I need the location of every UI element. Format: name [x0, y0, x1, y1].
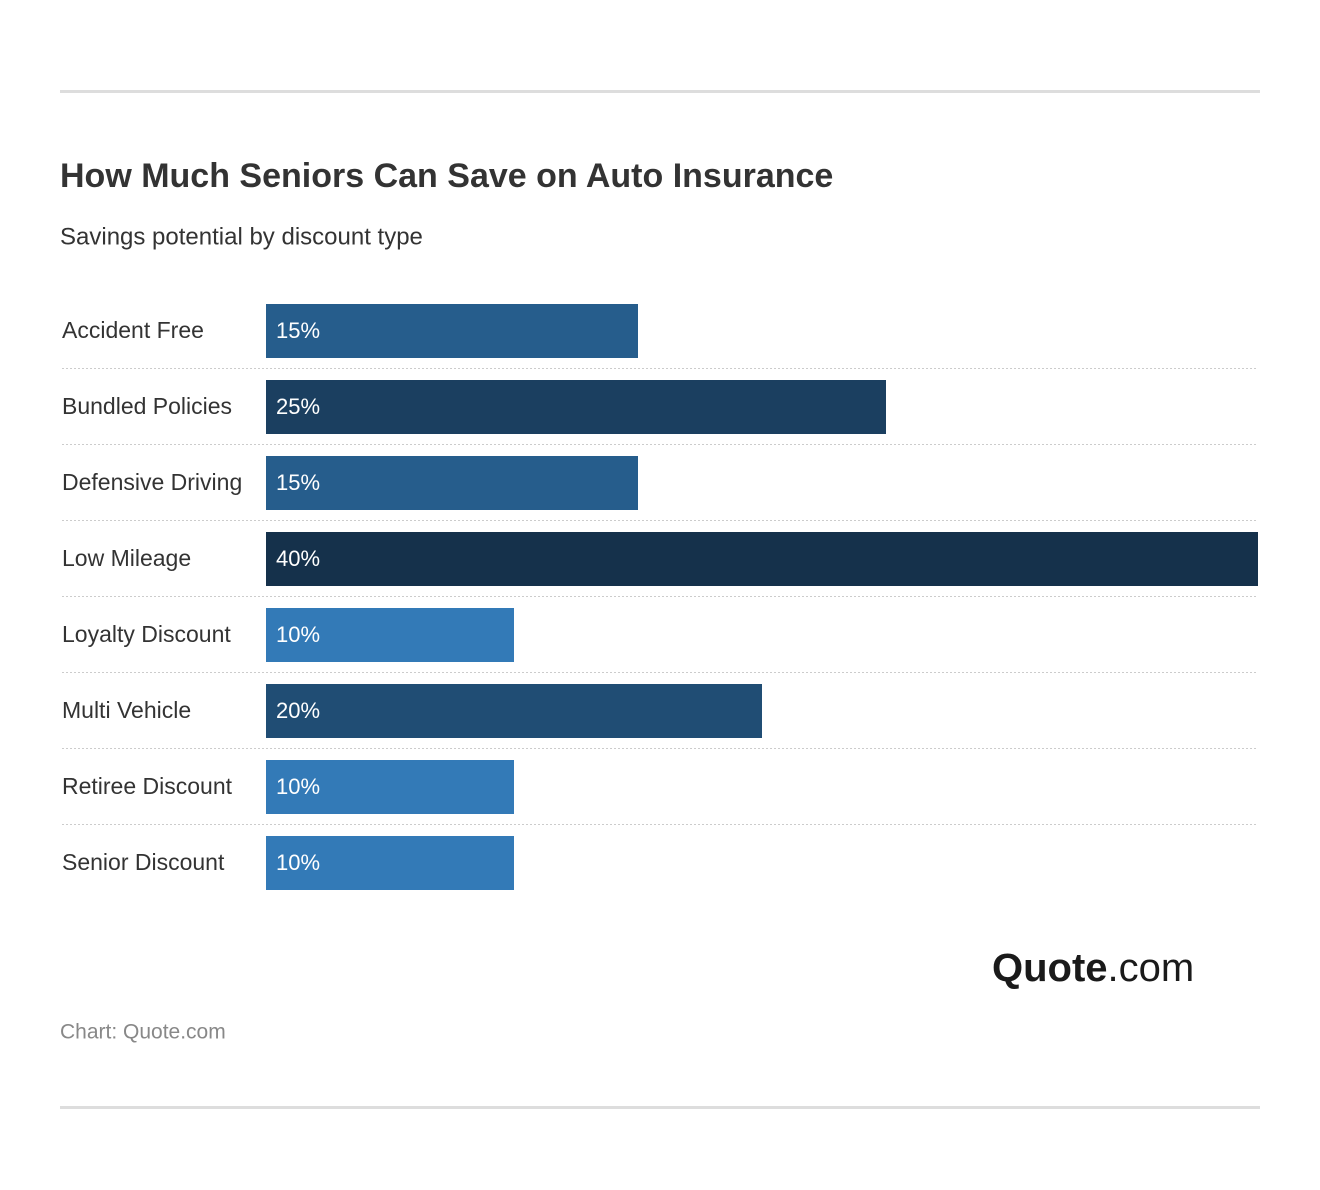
bar	[266, 836, 514, 890]
bar	[266, 456, 638, 510]
category-label: Bundled Policies	[62, 393, 232, 419]
bar	[266, 304, 638, 358]
category-label: Loyalty Discount	[62, 621, 231, 647]
value-label: 15%	[276, 318, 320, 343]
source: Chart: Quote.com	[60, 1021, 226, 1044]
category-label: Low Mileage	[62, 545, 191, 571]
value-label: 10%	[276, 850, 320, 875]
logo-brand: Quote	[992, 946, 1108, 990]
category-label: Retiree Discount	[62, 773, 233, 799]
bar	[266, 608, 514, 662]
value-label: 40%	[276, 546, 320, 571]
value-label: 20%	[276, 698, 320, 723]
value-label: 10%	[276, 774, 320, 799]
value-label: 10%	[276, 622, 320, 647]
bar	[266, 684, 762, 738]
bar	[266, 532, 1258, 586]
logo: Quote.com	[992, 946, 1194, 990]
category-label: Accident Free	[62, 317, 204, 343]
value-label: 15%	[276, 470, 320, 495]
bar	[266, 760, 514, 814]
bar	[266, 380, 886, 434]
chart-subtitle: Savings potential by discount type	[60, 223, 423, 250]
logo-suffix: .com	[1108, 946, 1195, 990]
category-label: Multi Vehicle	[62, 697, 191, 723]
chart-title: How Much Seniors Can Save on Auto Insura…	[60, 157, 833, 195]
category-label: Defensive Driving	[62, 469, 242, 495]
value-label: 25%	[276, 394, 320, 419]
category-label: Senior Discount	[62, 849, 225, 875]
